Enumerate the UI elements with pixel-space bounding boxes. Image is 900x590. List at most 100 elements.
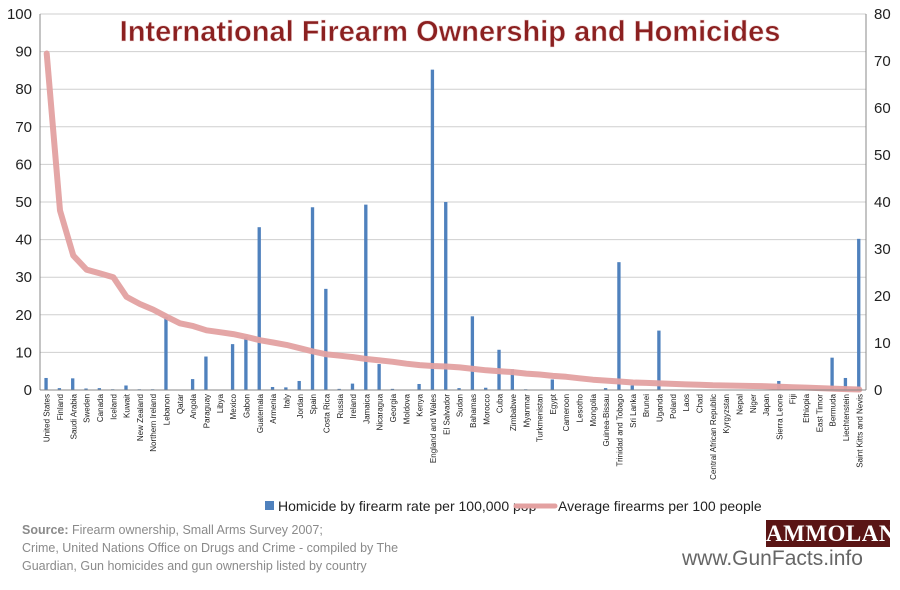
category-label: Kuwait [123,393,132,418]
category-label: Morocco [482,393,491,424]
bar-homicide [390,388,395,390]
bar-homicide [44,377,48,390]
bar-homicide [430,69,435,390]
bar-homicide [270,386,275,390]
category-label: Turkmenistan [536,394,545,442]
line-firearms [43,50,863,393]
category-label: New Zealand [136,394,145,441]
category-label: Poland [669,394,678,419]
ammoland-logo: AMMOLAND [766,520,900,547]
category-label: Bermuda [829,393,838,426]
left-axis-ticks: 0 10 20 30 40 50 60 70 80 90 100 [7,6,32,399]
category-label: Fiji [789,394,798,404]
category-label: Nicaragua [376,393,385,430]
category-label: Central African Republic [709,394,718,480]
left-tick-label: 20 [15,307,32,324]
bar-homicide [324,288,328,390]
category-label: Libya [216,393,225,413]
category-labels: United States Finland Saudi Arabia Sweden Ca… [43,393,865,480]
category-label: Egypt [549,393,558,414]
category-label: Jamaica [362,393,371,423]
category-label: Mongolia [589,393,598,426]
category-label: Moldova [402,393,411,424]
bar-homicide [310,207,315,390]
category-label: Italy [283,394,292,409]
category-label: El Salvador [442,394,451,435]
firearms-line-series [43,50,863,393]
category-label: Mexico [229,393,238,419]
bar-homicide [84,388,88,390]
category-label: Gabon [243,394,252,418]
left-tick-label: 50 [15,194,32,211]
bar-homicide [57,388,62,390]
category-label: Zimbabwe [509,394,518,431]
bar-homicide [337,388,341,390]
category-label: Sierra Leone [775,393,784,439]
bar-homicide [603,388,608,390]
right-tick-label: 10 [874,335,891,352]
category-label: Sweden [83,394,92,423]
bar-homicide [190,379,195,390]
category-label: Georgia [389,393,398,422]
bar-homicide [550,379,554,390]
category-label: Finland [56,394,65,420]
right-axis-ticks: 0 10 20 30 40 50 60 70 80 [874,6,891,399]
left-tick-label: 30 [15,269,32,286]
bar-homicide [204,356,208,390]
category-label: Saint Kitts and Nevis [855,394,864,468]
bar-homicide [830,357,834,390]
legend-label-firearms: Average firearms per 100 people [558,498,762,514]
category-label: Trinidad and Tobago [616,393,625,466]
bar-homicide [284,387,288,390]
left-tick-label: 40 [15,232,32,249]
category-label: Canada [96,394,105,423]
bar-homicide [350,383,355,390]
bar-homicide [257,227,261,390]
category-label: Cuba [496,393,505,413]
bar-homicide [630,385,634,390]
bar-homicide [377,364,381,390]
category-label: Sudan [456,394,465,417]
category-label: Bahamas [469,394,478,428]
bar-homicide [843,377,848,390]
source-note: Source: Firearm ownership, Small Arms Su… [22,521,442,575]
category-label: Guatemala [256,393,265,433]
bar-homicide [97,388,102,390]
source-text-1: Firearm ownership, Small Arms Survey 200… [68,523,323,537]
category-label: Nepal [735,394,744,415]
category-label: England and Wales [429,394,438,463]
category-label: Japan [762,394,771,416]
category-label: Laos [682,394,691,411]
right-tick-label: 40 [874,194,891,211]
homicide-bars [44,69,861,390]
bar-homicide [470,316,475,390]
category-label: Qatar [176,394,185,414]
source-label: Source: [22,523,69,537]
right-tick-label: 20 [874,288,891,305]
category-label: Iceland [109,394,118,420]
category-label: Lesotho [576,393,585,422]
category-label: Kyrgyzstan [722,394,731,434]
bar-homicide [657,330,661,390]
bar-homicide [857,238,861,390]
bar-homicide [230,344,235,390]
bar-homicide [417,383,421,390]
bar-homicide [244,337,248,390]
bar-homicide [124,385,128,390]
category-label: Guinea-Bissau [602,394,611,446]
axes [39,14,867,391]
category-label: Brunei [642,394,651,417]
category-label: Spain [309,394,318,414]
category-label: Myanmar [522,394,531,428]
site-url: www.GunFacts.info [682,547,863,570]
legend-label-homicide: Homicide by firearm rate per 100,000 pop [278,498,537,514]
source-text-2: Crime, United Nations Office on Drugs an… [22,541,399,573]
left-tick-label: 10 [15,344,32,361]
legend: Homicide by firearm rate per 100,000 pop… [265,498,762,514]
chart-title: International Firearm Ownership and Homi… [120,16,781,48]
category-label: Saudi Arabia [69,393,78,439]
right-tick-label: 0 [874,382,882,399]
left-tick-label: 100 [7,6,32,23]
bar-homicide [364,204,368,390]
